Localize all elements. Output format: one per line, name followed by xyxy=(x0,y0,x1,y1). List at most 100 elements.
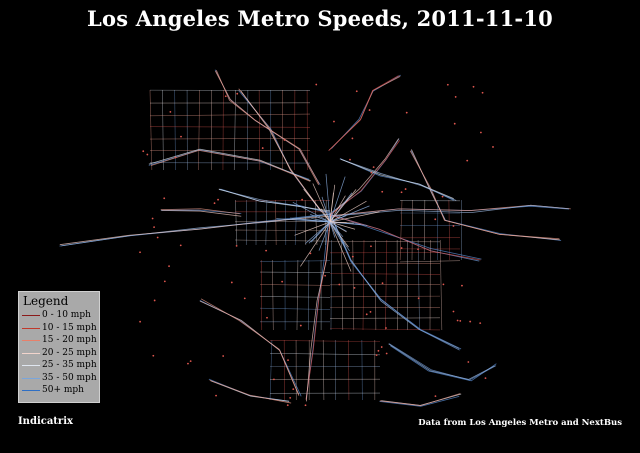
slow-marker xyxy=(304,404,307,407)
slow-marker xyxy=(333,120,335,123)
slow-marker xyxy=(442,283,445,286)
route-segment xyxy=(295,218,331,223)
slow-marker xyxy=(452,310,455,313)
route-segment xyxy=(324,199,327,246)
slow-marker xyxy=(213,202,216,205)
slow-marker xyxy=(456,319,459,322)
route-segment xyxy=(318,221,331,251)
route-segment xyxy=(329,328,441,331)
route-segment xyxy=(309,213,331,223)
legend-label: 20 - 25 mph xyxy=(42,347,97,358)
route-segment xyxy=(210,380,290,402)
slow-segment-markers xyxy=(139,83,494,407)
slow-marker xyxy=(286,404,289,407)
route-segment xyxy=(148,148,311,182)
slow-marker xyxy=(179,244,182,247)
slow-marker xyxy=(469,320,472,323)
slow-marker xyxy=(273,378,275,381)
route-segment xyxy=(330,214,482,260)
slow-marker xyxy=(224,95,227,98)
slow-marker xyxy=(243,297,246,300)
slow-marker xyxy=(372,166,375,169)
slow-marker xyxy=(355,90,358,93)
route-segment xyxy=(149,89,153,171)
slow-marker xyxy=(265,249,268,252)
transit-routes xyxy=(59,69,571,407)
slow-marker xyxy=(309,252,312,255)
route-segment xyxy=(374,239,377,331)
route-segment xyxy=(329,221,336,238)
route-segment xyxy=(379,393,461,406)
slow-marker xyxy=(283,139,286,141)
route-segment xyxy=(314,199,318,246)
route-segment xyxy=(329,295,441,298)
slow-marker xyxy=(404,188,407,190)
slow-marker xyxy=(351,255,354,258)
author-credit: Indicatrix xyxy=(18,416,73,427)
route-segment xyxy=(362,239,365,331)
slow-marker xyxy=(180,135,182,138)
legend-item: 35 - 50 mph xyxy=(22,373,98,384)
route-segment xyxy=(308,221,331,244)
slow-marker xyxy=(153,299,156,302)
slow-marker xyxy=(472,85,475,88)
slow-marker xyxy=(368,109,371,111)
route-segment xyxy=(329,273,441,275)
slow-marker xyxy=(146,153,149,156)
slow-marker xyxy=(156,236,159,239)
legend-label: 25 - 35 mph xyxy=(42,360,97,370)
slow-marker xyxy=(353,286,356,289)
slow-marker xyxy=(453,122,456,125)
route-segment xyxy=(240,90,320,210)
data-source-credit: Data from Los Angeles Metro and NextBus xyxy=(418,418,622,428)
route-segment xyxy=(233,89,236,171)
slow-marker xyxy=(235,244,238,247)
route-segment xyxy=(198,89,200,171)
legend-label: 35 - 50 mph xyxy=(42,372,97,383)
legend-label: 0 - 10 mph xyxy=(42,310,91,320)
route-segment xyxy=(311,218,331,223)
slow-marker xyxy=(385,327,387,329)
slow-marker xyxy=(446,83,449,86)
route-segment xyxy=(218,188,331,212)
route-segment xyxy=(218,189,330,213)
route-segment xyxy=(259,271,331,273)
slow-marker xyxy=(349,158,351,161)
slow-marker xyxy=(292,388,295,391)
route-segment xyxy=(329,211,380,223)
route-segment xyxy=(208,378,290,402)
route-segment xyxy=(328,75,401,151)
legend-item: 15 - 20 mph xyxy=(22,335,98,346)
slow-marker xyxy=(215,394,217,397)
slow-marker xyxy=(230,281,233,284)
route-segment xyxy=(234,239,331,242)
route-segment xyxy=(329,221,347,224)
route-segment xyxy=(423,199,426,261)
route-segment xyxy=(322,339,325,401)
slow-marker xyxy=(484,377,487,379)
route-segment xyxy=(272,259,274,331)
slow-marker xyxy=(441,195,444,198)
route-segment xyxy=(259,284,331,286)
route-segment xyxy=(385,239,388,331)
route-segment xyxy=(448,199,451,261)
slow-marker xyxy=(467,361,470,363)
route-segment xyxy=(379,395,460,407)
route-segment xyxy=(269,339,273,401)
slow-marker xyxy=(380,346,383,348)
street-grid xyxy=(149,89,462,401)
slow-marker xyxy=(375,354,378,357)
route-segment xyxy=(149,113,311,117)
route-segment xyxy=(305,214,331,400)
route-segment xyxy=(59,213,331,247)
route-segment xyxy=(381,393,462,406)
route-segment xyxy=(259,260,331,262)
legend-label: 50+ mph xyxy=(42,385,84,395)
slow-marker xyxy=(351,137,354,140)
route-segment xyxy=(235,199,238,246)
route-segment xyxy=(329,184,336,223)
route-segment xyxy=(329,221,350,252)
route-segment xyxy=(329,200,367,223)
slow-marker xyxy=(381,190,384,193)
